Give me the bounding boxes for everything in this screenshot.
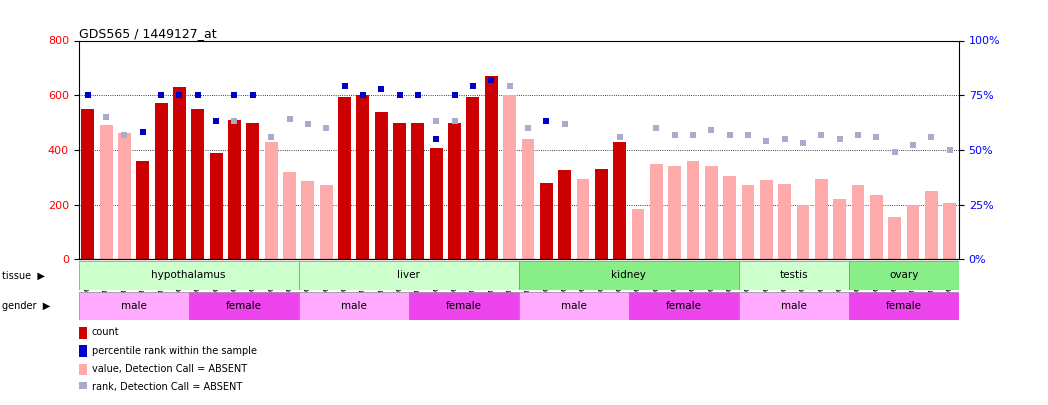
Text: hypothalamus: hypothalamus <box>151 271 226 280</box>
Bar <box>815 179 828 259</box>
Bar <box>466 96 479 259</box>
Bar <box>849 261 959 290</box>
Bar <box>760 180 772 259</box>
Bar <box>79 382 87 393</box>
Bar <box>100 125 112 259</box>
Bar <box>559 171 571 259</box>
Bar <box>519 261 739 290</box>
Bar <box>265 142 278 259</box>
Bar <box>669 166 681 259</box>
Bar <box>739 292 849 320</box>
Bar <box>228 120 241 259</box>
Bar <box>192 109 204 259</box>
Bar <box>629 292 739 320</box>
Bar <box>925 191 938 259</box>
Bar <box>79 364 87 375</box>
Bar <box>356 95 369 259</box>
Text: testis: testis <box>780 271 808 280</box>
Bar <box>632 209 645 259</box>
Bar <box>705 166 718 259</box>
Bar <box>210 153 222 259</box>
Text: female: female <box>886 301 922 311</box>
Text: male: male <box>781 301 807 311</box>
Bar <box>889 217 901 259</box>
Text: liver: liver <box>397 271 420 280</box>
Bar <box>302 181 314 259</box>
Bar <box>833 199 846 259</box>
Text: ovary: ovary <box>889 271 919 280</box>
Bar <box>299 261 519 290</box>
Text: rank, Detection Call = ABSENT: rank, Detection Call = ABSENT <box>92 382 242 392</box>
Bar <box>613 142 626 259</box>
Text: count: count <box>92 327 119 337</box>
Bar <box>79 345 87 357</box>
Bar <box>246 134 259 259</box>
Bar <box>449 123 461 259</box>
Bar <box>79 292 189 320</box>
Text: female: female <box>665 301 702 311</box>
Text: GDS565 / 1449127_at: GDS565 / 1449127_at <box>79 28 216 40</box>
Text: value, Detection Call = ABSENT: value, Detection Call = ABSENT <box>92 364 247 374</box>
Bar <box>519 292 629 320</box>
Bar <box>576 179 589 259</box>
Bar <box>613 153 626 259</box>
Bar <box>540 183 552 259</box>
Bar <box>189 292 299 320</box>
Bar <box>522 139 534 259</box>
Bar <box>650 164 662 259</box>
Bar <box>943 203 956 259</box>
Bar <box>686 161 699 259</box>
Bar <box>430 149 442 259</box>
Text: gender  ▶: gender ▶ <box>2 301 50 311</box>
Bar <box>118 134 131 259</box>
Text: male: male <box>341 301 367 311</box>
Bar <box>852 185 865 259</box>
Bar <box>136 161 149 259</box>
Text: male: male <box>121 301 147 311</box>
Bar <box>173 87 185 259</box>
Bar <box>79 261 299 290</box>
Bar <box>283 172 296 259</box>
Text: percentile rank within the sample: percentile rank within the sample <box>92 345 257 356</box>
Bar <box>849 292 959 320</box>
Bar <box>82 109 94 259</box>
Bar <box>393 123 406 259</box>
Bar <box>503 95 516 259</box>
Bar <box>246 123 259 259</box>
Bar <box>595 169 608 259</box>
Text: kidney: kidney <box>611 271 647 280</box>
Bar <box>155 103 168 259</box>
Bar <box>412 123 424 259</box>
Text: female: female <box>225 301 262 311</box>
Bar <box>339 96 351 259</box>
Bar <box>375 111 388 259</box>
Bar <box>779 184 791 259</box>
Bar <box>485 76 498 259</box>
Bar <box>723 176 736 259</box>
Text: male: male <box>561 301 587 311</box>
Text: tissue  ▶: tissue ▶ <box>2 271 45 280</box>
Bar <box>409 292 519 320</box>
Text: female: female <box>445 301 482 311</box>
Bar <box>299 292 409 320</box>
Bar <box>79 327 87 339</box>
Bar <box>320 185 332 259</box>
Bar <box>739 261 849 290</box>
Bar <box>742 185 755 259</box>
Bar <box>870 195 882 259</box>
Bar <box>907 205 919 259</box>
Bar <box>796 205 809 259</box>
